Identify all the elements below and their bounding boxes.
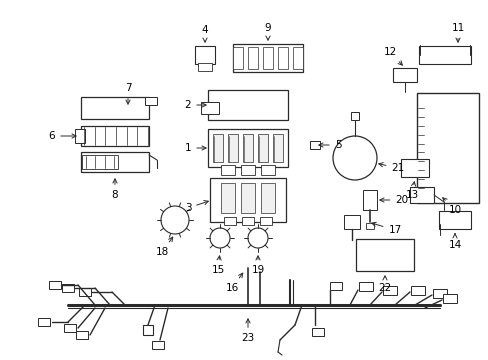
Bar: [209, 178, 285, 222]
Bar: [76, 331, 88, 339]
Text: 12: 12: [383, 47, 402, 65]
Bar: [343, 215, 359, 229]
Text: 23: 23: [241, 319, 254, 343]
Bar: [221, 165, 235, 175]
Bar: [392, 68, 416, 82]
Bar: [75, 129, 85, 143]
Bar: [241, 165, 254, 175]
Bar: [272, 134, 283, 162]
Text: 5: 5: [318, 140, 341, 150]
Text: 19: 19: [251, 256, 264, 275]
Text: 3: 3: [184, 201, 208, 213]
Bar: [201, 102, 219, 114]
Bar: [442, 293, 456, 302]
Bar: [152, 341, 163, 349]
Bar: [438, 211, 470, 229]
Bar: [355, 239, 413, 271]
Bar: [224, 217, 236, 225]
Bar: [195, 46, 215, 64]
Text: 16: 16: [225, 273, 242, 293]
Bar: [213, 134, 223, 162]
Bar: [82, 155, 118, 169]
Bar: [232, 47, 243, 69]
Text: 13: 13: [405, 182, 418, 200]
Bar: [207, 129, 287, 167]
Bar: [410, 285, 424, 294]
Bar: [365, 223, 373, 229]
Bar: [311, 328, 324, 336]
Bar: [416, 93, 478, 203]
Text: 4: 4: [201, 25, 208, 42]
Text: 2: 2: [184, 100, 206, 110]
Bar: [261, 165, 274, 175]
Bar: [261, 183, 274, 213]
Bar: [221, 183, 235, 213]
Text: 9: 9: [264, 23, 271, 40]
Bar: [362, 190, 376, 210]
Bar: [400, 159, 428, 177]
Bar: [409, 187, 433, 203]
Bar: [227, 134, 238, 162]
Text: 22: 22: [378, 276, 391, 293]
Bar: [145, 97, 157, 105]
Bar: [309, 141, 319, 149]
Text: 7: 7: [124, 83, 131, 104]
Bar: [358, 282, 372, 291]
Bar: [79, 288, 91, 296]
Bar: [142, 325, 153, 335]
Bar: [260, 217, 271, 225]
Text: 15: 15: [211, 256, 224, 275]
Bar: [62, 284, 74, 292]
Bar: [350, 112, 358, 120]
Text: 10: 10: [442, 198, 461, 215]
Bar: [207, 90, 287, 120]
Bar: [49, 281, 61, 289]
Bar: [278, 47, 287, 69]
Bar: [81, 126, 149, 146]
Bar: [263, 47, 272, 69]
Bar: [258, 134, 267, 162]
Bar: [432, 288, 446, 297]
Text: 21: 21: [378, 163, 404, 173]
Text: 8: 8: [111, 179, 118, 200]
Text: 6: 6: [49, 131, 76, 141]
Bar: [243, 134, 252, 162]
Bar: [81, 97, 149, 119]
Bar: [292, 47, 303, 69]
Bar: [382, 285, 396, 294]
Bar: [242, 217, 253, 225]
Bar: [38, 318, 50, 326]
Text: 11: 11: [450, 23, 464, 42]
Text: 18: 18: [155, 237, 172, 257]
Bar: [198, 63, 212, 71]
Bar: [247, 47, 258, 69]
Text: 17: 17: [371, 222, 401, 235]
Bar: [232, 44, 303, 72]
Text: 20: 20: [379, 195, 408, 205]
Bar: [64, 324, 76, 332]
Bar: [241, 183, 254, 213]
Bar: [329, 282, 341, 290]
Text: 14: 14: [447, 234, 461, 250]
Text: 1: 1: [184, 143, 206, 153]
Bar: [81, 152, 149, 172]
Bar: [418, 46, 470, 64]
